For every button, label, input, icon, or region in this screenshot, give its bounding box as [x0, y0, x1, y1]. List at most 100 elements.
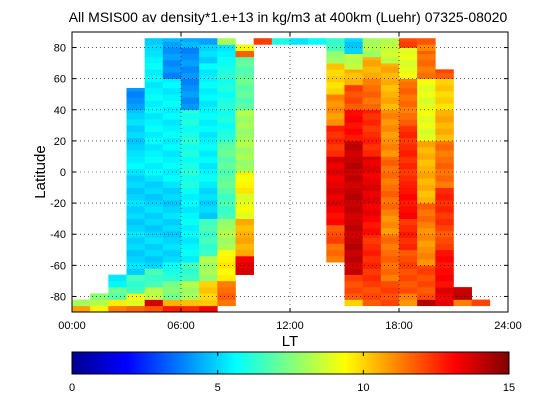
heatmap-cell [344, 243, 363, 251]
heatmap-cell [108, 280, 127, 288]
heatmap-cell [453, 299, 472, 307]
heatmap-cell [362, 156, 382, 160]
heatmap-cell [326, 63, 345, 70]
heatmap-cell [199, 280, 218, 288]
heatmap-cell [126, 119, 145, 126]
heatmap-cell [126, 224, 145, 232]
heatmap-cell [362, 262, 382, 269]
heatmap-cell [344, 231, 363, 238]
heatmap-cell [380, 215, 400, 223]
heatmap-cell [144, 88, 164, 95]
heatmap-cell [344, 56, 363, 64]
heatmap-cell [326, 81, 345, 89]
heatmap-cell [126, 280, 145, 288]
heatmap-cell [399, 66, 418, 73]
heatmap-cell [126, 262, 145, 269]
heatmap-cell [326, 206, 345, 213]
heatmap-cell [235, 153, 254, 160]
heatmap-cell [181, 299, 200, 307]
heatmap-cell [199, 156, 218, 163]
heatmap-cell [344, 218, 363, 226]
heatmap-cell [126, 200, 145, 207]
heatmap-cell [399, 125, 418, 132]
heatmap-cell [235, 175, 254, 182]
heatmap-cell [181, 150, 200, 157]
heatmap-cell [417, 38, 436, 45]
heatmap-cell [144, 231, 164, 238]
heatmap-cell [144, 249, 164, 257]
heatmap-cell [399, 268, 418, 275]
heatmap-cell [344, 237, 363, 244]
heatmap-cell [399, 280, 418, 288]
heatmap-cell [199, 112, 218, 120]
heatmap-cell [162, 112, 182, 120]
heatmap-cell [126, 218, 145, 226]
heatmap-cell [162, 193, 182, 201]
heatmap-cell [326, 38, 345, 45]
heatmap-cell [217, 287, 236, 294]
heatmap-cell [362, 97, 382, 104]
heatmap-cell [162, 224, 182, 232]
heatmap-cell [235, 147, 254, 154]
heatmap-cell [181, 305, 200, 313]
heatmap-cell [162, 162, 182, 170]
heatmap-cell [199, 305, 218, 313]
heatmap-cell [380, 156, 400, 160]
heatmap-cell [417, 97, 436, 104]
heatmap-cell [399, 81, 418, 89]
heatmap-cell [380, 268, 400, 275]
heatmap-cell [344, 193, 363, 201]
heatmap-cell [217, 187, 236, 195]
heatmap-cell [217, 274, 236, 282]
heatmap-cell [399, 88, 418, 95]
heatmap-cell [126, 274, 145, 282]
heatmap-cell [326, 125, 345, 132]
heatmap-cell [162, 88, 182, 95]
heatmap-cell [217, 237, 236, 244]
heatmap-cell [435, 193, 454, 201]
heatmap-cell [181, 66, 200, 73]
heatmap-cell [199, 63, 218, 70]
heatmap-cell [435, 84, 454, 92]
heatmap-cell [435, 109, 454, 117]
heatmap-cell [181, 218, 200, 226]
heatmap-cell [344, 109, 363, 117]
heatmap-cell [344, 280, 363, 288]
heatmap-cell [417, 165, 436, 173]
heatmap-cell [217, 162, 236, 170]
heatmap-cell [417, 109, 436, 117]
heatmap-cell [344, 287, 363, 294]
heatmap-cell [181, 109, 200, 114]
heatmap-cell [326, 187, 345, 195]
heatmap-cell [144, 137, 164, 145]
heatmap-cell [362, 165, 382, 173]
heatmap-cell [435, 72, 454, 79]
heatmap-cell [417, 116, 436, 123]
heatmap-cell [326, 212, 345, 219]
heatmap-cell [181, 144, 200, 151]
y-tick-label: 20 [54, 136, 66, 148]
heatmap-cell [344, 274, 363, 282]
heatmap-cell [344, 140, 363, 145]
heatmap-cell [362, 215, 382, 223]
heatmap-cell [217, 72, 236, 79]
heatmap-cell [181, 206, 200, 213]
heatmap-cell [235, 165, 254, 173]
heatmap-cell [144, 200, 164, 207]
heatmap-cell [417, 128, 436, 135]
heatmap-cell [308, 38, 327, 45]
heatmap-cell [217, 84, 236, 92]
heatmap-cell [380, 184, 400, 191]
heatmap-cell [344, 156, 363, 163]
heatmap-cell [162, 156, 182, 163]
heatmap-cell [326, 237, 345, 244]
heatmap-cell [326, 69, 345, 76]
heatmap-cell [362, 78, 382, 86]
heatmap-cell [144, 150, 164, 157]
heatmap-cell [181, 60, 200, 67]
heatmap-cell [435, 218, 454, 226]
heatmap-cell [235, 97, 254, 104]
heatmap-cell [126, 212, 145, 219]
heatmap-cell [344, 84, 363, 92]
